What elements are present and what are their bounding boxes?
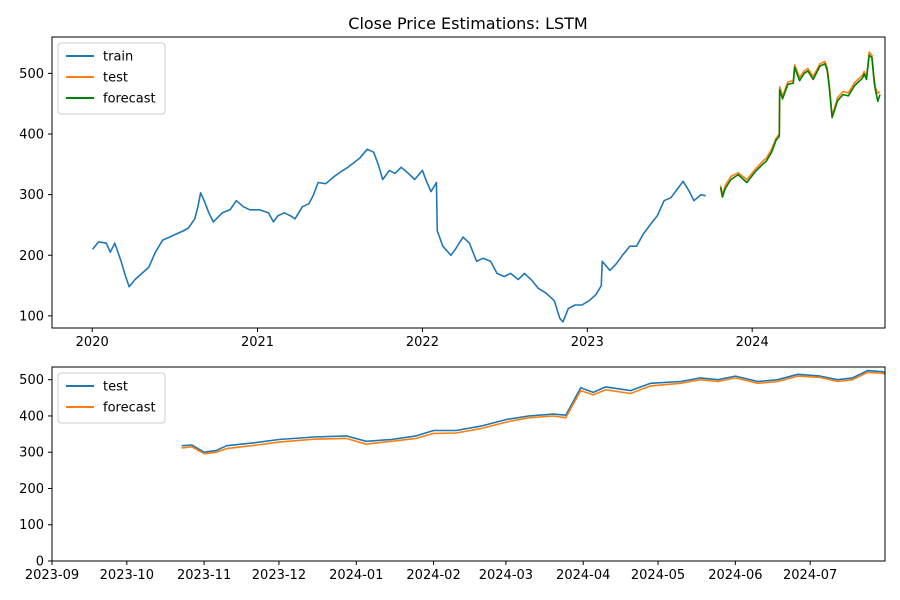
- series-line-train: [92, 148, 706, 323]
- x-tick-label: 2024-03: [479, 568, 533, 583]
- x-tick-label: 2023-09: [25, 568, 79, 583]
- x-tick-label: 2023: [571, 335, 604, 350]
- series-line-test: [181, 369, 885, 453]
- y-tick-label: 200: [19, 249, 44, 264]
- series-line-test: [719, 51, 881, 196]
- x-tick-label: 2023-11: [177, 568, 231, 583]
- top-panel: 2020 2021 2022 2023 2024 100 200 300 400 500 train…: [19, 36, 886, 350]
- y-tick-label: 100: [19, 518, 44, 533]
- axes-frame: [51, 366, 886, 562]
- series-line-forecast: [181, 371, 885, 455]
- legend-label-test: test: [103, 380, 128, 395]
- x-tick-label: 2024-07: [783, 568, 837, 583]
- chart-title: Close Price Estimations: LSTM: [348, 14, 587, 33]
- x-tick-label: 2024-05: [631, 568, 685, 583]
- y-tick-label: 0: [36, 555, 44, 570]
- legend: test forecast: [57, 372, 166, 424]
- y-tick-label: 300: [19, 188, 44, 203]
- x-tick-label: 2023-12: [252, 568, 306, 583]
- x-tick-label: 2023-10: [100, 568, 154, 583]
- y-tick-label: 300: [19, 446, 44, 461]
- legend-label-train: train: [103, 50, 133, 65]
- y-tick-label: 100: [19, 309, 44, 324]
- y-tick-label: 500: [19, 373, 44, 388]
- legend: train test forecast: [57, 42, 166, 115]
- legend-box: [57, 42, 166, 115]
- series-layer: [92, 51, 881, 323]
- x-tick-label: 2024-02: [406, 568, 460, 583]
- series-line-forecast: [719, 54, 881, 198]
- x-tick-label: 2024-04: [556, 568, 610, 583]
- legend-label-test: test: [103, 71, 128, 86]
- x-tick-label: 2024-01: [329, 568, 383, 583]
- legend-label-forecast: forecast: [103, 401, 156, 416]
- series-layer: [181, 369, 885, 455]
- y-tick-label: 400: [19, 409, 44, 424]
- x-tick-label: 2024: [736, 335, 769, 350]
- legend-label-forecast: forecast: [103, 92, 156, 107]
- y-tick-label: 400: [19, 128, 44, 143]
- axes-frame: [51, 36, 886, 329]
- x-tick-label: 2021: [241, 335, 274, 350]
- bottom-panel: 2023-09 2023-10 2023-11 2023-12 2024-01 2024-…: [19, 366, 886, 583]
- x-tick-label: 2024-06: [708, 568, 762, 583]
- y-tick-label: 500: [19, 67, 44, 82]
- y-tick-label: 200: [19, 482, 44, 497]
- x-tick-label: 2022: [406, 335, 439, 350]
- x-tick-label: 2020: [76, 335, 109, 350]
